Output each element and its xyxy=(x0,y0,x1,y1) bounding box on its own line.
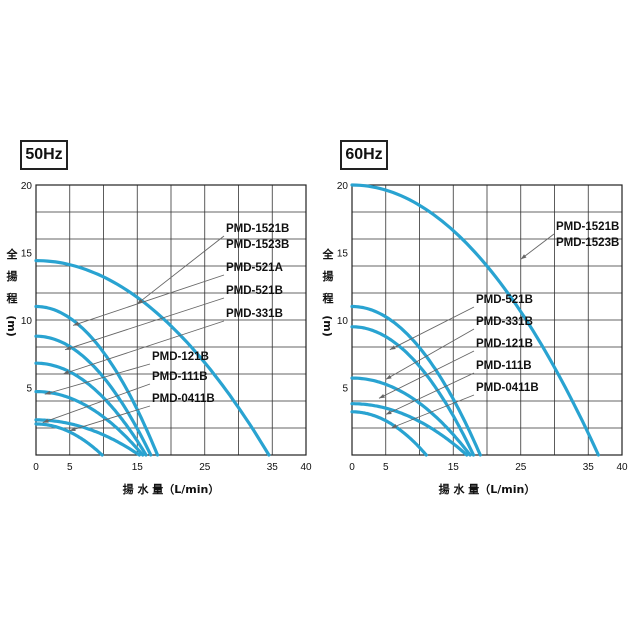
leader-line xyxy=(385,372,475,415)
x-tick-label: 5 xyxy=(383,462,389,473)
series-curve xyxy=(34,390,145,457)
x-tick-label: 25 xyxy=(199,462,211,473)
y-axis-label-char: 揚 xyxy=(7,269,18,283)
chart-50hz-title: 50Hz xyxy=(20,140,68,170)
leader-line xyxy=(69,405,151,432)
x-tick-label: 15 xyxy=(448,462,460,473)
x-tick-label: 35 xyxy=(583,462,595,473)
series-label: PMD-1521B xyxy=(556,221,619,233)
x-tick-label: 0 xyxy=(33,462,39,473)
chart-60hz: 0 5 15 25 35 40 5 10 15 20 揚 水 量（L/min） 全揚程 (m) PMD-1… xyxy=(321,181,628,496)
x-axis-label: 揚 水 量（L/min） xyxy=(123,482,220,496)
series-label: PMD-521B xyxy=(226,285,283,297)
series-curve xyxy=(34,418,141,457)
leader-line xyxy=(390,394,475,429)
series-curve xyxy=(350,402,469,457)
y-axis-label-unit: (m) xyxy=(5,315,18,337)
series-label: PMD-111B xyxy=(476,360,532,372)
plot-frame xyxy=(351,184,623,456)
series-curve xyxy=(350,304,482,457)
series-curve xyxy=(350,376,472,457)
x-tick-label: 25 xyxy=(515,462,527,473)
series-curve xyxy=(34,334,153,457)
series-curve xyxy=(350,325,476,457)
x-tick-label: 40 xyxy=(300,462,312,473)
plot-frame xyxy=(35,184,307,456)
y-axis-label-unit: (m) xyxy=(321,315,334,337)
series-label: PMD-1523B xyxy=(556,237,619,249)
leader-arrow xyxy=(385,410,392,415)
leader-arrow xyxy=(391,424,398,428)
series-label: PMD-121B xyxy=(476,338,533,350)
leader-line xyxy=(72,274,225,326)
x-tick-label: 40 xyxy=(616,462,628,473)
x-tick-label: 0 xyxy=(349,462,355,473)
leader-arrow xyxy=(137,298,143,304)
leader-arrow xyxy=(42,418,49,423)
leader-line xyxy=(62,320,225,375)
series-label: PMD-521B xyxy=(476,294,533,306)
series-label: PMD-111B xyxy=(152,371,208,383)
y-tick-label: 15 xyxy=(21,249,33,260)
leader-arrow xyxy=(69,427,76,432)
series-label: PMD-331B xyxy=(226,308,283,320)
y-axis-label: 全揚程 (m) xyxy=(5,247,19,337)
leader-line xyxy=(378,350,475,399)
chart-50hz: 0 5 15 25 35 40 5 10 15 20 揚 水 量（L/min） 全揚程 (m) PMD-1… xyxy=(5,181,312,496)
y-axis-label: 全揚程 (m) xyxy=(321,247,335,337)
leader-line xyxy=(385,328,475,380)
series-label: PMD-0411B xyxy=(476,382,539,394)
y-axis-label-char: 全 xyxy=(322,247,335,261)
series-label: PMD-331B xyxy=(476,316,533,328)
series-curve xyxy=(350,410,428,457)
series-label: PMD-121B xyxy=(152,351,209,363)
leader-arrow xyxy=(63,370,69,375)
y-axis-label-char: 程 xyxy=(7,291,18,305)
leader-line xyxy=(389,306,475,351)
leader-arrow xyxy=(389,345,396,350)
y-axis-label-char: 程 xyxy=(323,291,334,305)
series-curve xyxy=(34,422,104,457)
leader-line xyxy=(44,363,151,395)
x-tick-label: 15 xyxy=(132,462,144,473)
y-axis-label-char: 揚 xyxy=(323,269,334,283)
leader-line xyxy=(64,297,225,351)
series-label: PMD-0411B xyxy=(152,393,215,405)
chart-60hz-title: 60Hz xyxy=(340,140,388,170)
leader-line xyxy=(136,235,225,305)
series-label: PMD-1521B xyxy=(226,223,289,235)
x-axis-label: 揚 水 量（L/min） xyxy=(439,482,536,496)
leader-arrow xyxy=(385,374,392,380)
series-curve xyxy=(34,361,148,457)
leader-arrow xyxy=(73,321,80,326)
y-tick-label: 10 xyxy=(337,316,349,327)
leader-arrow xyxy=(520,254,527,260)
x-tick-label: 5 xyxy=(67,462,73,473)
leader-arrow xyxy=(379,393,385,399)
leader-arrow xyxy=(65,346,72,350)
series-curve xyxy=(34,259,271,457)
y-tick-label: 20 xyxy=(337,181,349,192)
leader-line xyxy=(520,233,555,260)
y-axis-label-char: 全 xyxy=(6,247,19,261)
y-tick-label: 10 xyxy=(21,316,33,327)
y-tick-label: 15 xyxy=(337,249,349,260)
y-tick-label: 5 xyxy=(26,384,32,395)
leader-arrow xyxy=(44,390,51,395)
series-label: PMD-521A xyxy=(226,262,283,274)
series-label: PMD-1523B xyxy=(226,239,289,251)
series-curve xyxy=(350,183,600,457)
y-tick-label: 20 xyxy=(21,181,33,192)
leader-line xyxy=(42,383,151,424)
y-tick-label: 5 xyxy=(342,384,348,395)
x-tick-label: 35 xyxy=(267,462,279,473)
